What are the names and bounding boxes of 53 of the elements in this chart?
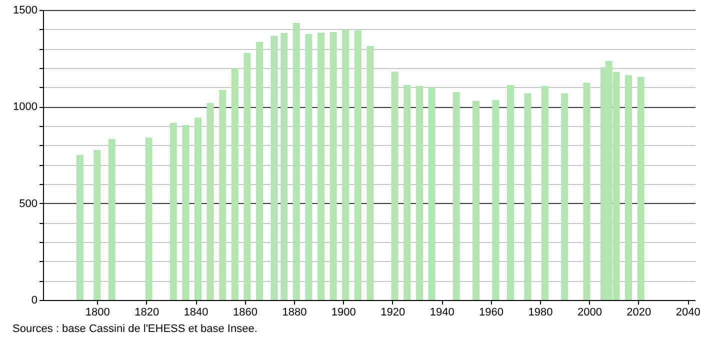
bar	[506, 85, 514, 300]
x-tick-label: 1920	[380, 306, 406, 318]
x-tick-label: 2020	[626, 306, 652, 318]
x-tick-label: 1940	[430, 306, 454, 318]
x-tick-label: 1880	[282, 306, 307, 318]
bar	[342, 29, 350, 300]
bar	[354, 30, 362, 300]
bar	[541, 86, 548, 300]
bar	[256, 42, 264, 300]
bar	[292, 22, 300, 300]
x-tick-label: 2040	[676, 306, 700, 318]
bar	[492, 100, 500, 300]
bar	[94, 150, 101, 300]
x-tick-label: 1900	[331, 306, 356, 318]
bar	[416, 86, 423, 300]
bar	[330, 32, 337, 300]
bar	[206, 102, 214, 300]
x-tick-label: 2000	[577, 306, 602, 318]
bar	[428, 87, 436, 300]
bar	[108, 138, 116, 300]
x-tick-label: 1800	[85, 306, 110, 318]
bar	[280, 33, 288, 300]
source-note: Sources : base Cassini de l'EHESS et base Insee.	[12, 323, 258, 335]
bar	[194, 118, 202, 300]
bar	[231, 68, 238, 300]
x-tick-label: 1820	[134, 306, 160, 318]
y-tick-label: 0	[31, 294, 38, 306]
bar	[244, 52, 251, 300]
bar	[391, 72, 398, 300]
x-tick-label: 1960	[479, 306, 504, 318]
x-tick-label: 1840	[184, 306, 208, 318]
y-tick-label: 500	[19, 198, 38, 210]
y-tick-label: 1000	[13, 101, 38, 114]
bar	[472, 101, 480, 300]
x-tick-label: 1980	[528, 306, 553, 318]
bar	[305, 34, 312, 300]
bar	[524, 93, 532, 300]
bar	[583, 82, 590, 300]
bar	[170, 122, 177, 300]
bar	[270, 36, 278, 300]
bar	[404, 85, 411, 300]
bar	[182, 125, 190, 300]
bar	[219, 90, 226, 300]
bar	[366, 46, 374, 300]
bar	[318, 32, 325, 300]
bar	[561, 93, 568, 300]
bar	[145, 138, 152, 300]
bar	[76, 155, 84, 300]
x-tick-label: 1860	[233, 306, 258, 318]
bar	[637, 76, 644, 300]
bar	[452, 92, 460, 300]
y-tick-label: 1500	[13, 4, 38, 16]
bar	[625, 75, 632, 300]
